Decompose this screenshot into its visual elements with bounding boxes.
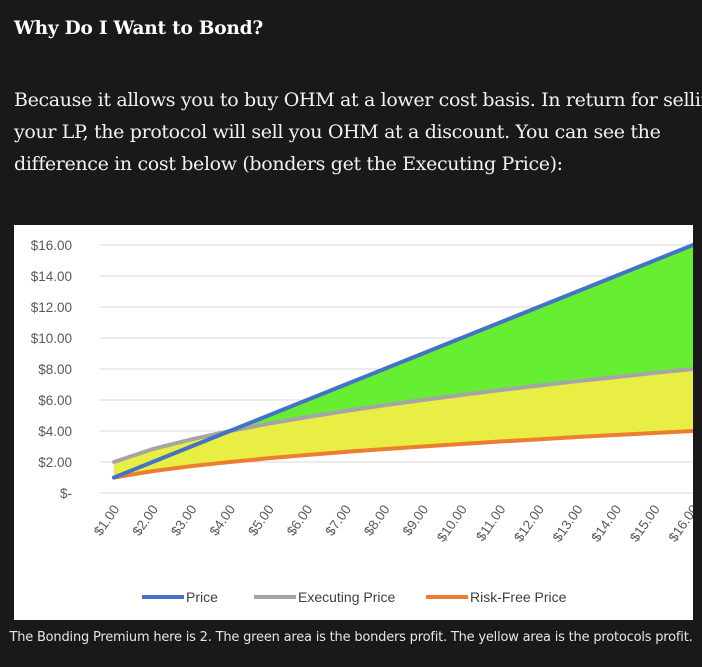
y-tick-label: $14.00 bbox=[31, 269, 72, 284]
y-tick-label: $4.00 bbox=[38, 424, 72, 439]
paragraph-line: difference in cost below (bonders get th… bbox=[14, 153, 563, 175]
legend-label: Risk-Free Price bbox=[470, 589, 567, 605]
x-tick-label: $1.00 bbox=[91, 502, 123, 538]
y-axis-ticks: $- $2.00 $4.00 $6.00 $8.00 $10.00 $12.00 $14.00… bbox=[31, 238, 72, 501]
x-tick-label: $10.00 bbox=[434, 502, 470, 544]
x-tick-label: $15.00 bbox=[627, 502, 663, 544]
x-tick-label: $5.00 bbox=[245, 502, 277, 538]
x-tick-label: $2.00 bbox=[129, 502, 161, 538]
figure-caption: The Bonding Premium here is 2. The green… bbox=[9, 630, 693, 645]
legend-label: Executing Price bbox=[298, 589, 395, 605]
y-tick-label: $2.00 bbox=[38, 455, 72, 470]
series-line bbox=[112, 367, 695, 464]
y-tick-label: $10.00 bbox=[31, 331, 72, 346]
x-tick-label: $6.00 bbox=[284, 502, 316, 538]
x-tick-label: $11.00 bbox=[473, 502, 508, 544]
y-tick-label: $- bbox=[60, 486, 72, 501]
y-tick-label: $6.00 bbox=[38, 393, 72, 408]
x-tick-label: $7.00 bbox=[322, 502, 354, 538]
x-axis-ticks: $1.00 $2.00 $3.00 $4.00 $5.00 $6.00 $7.00 $8.00… bbox=[91, 502, 702, 544]
paragraph-line: your LP, the protocol will sell you OHM … bbox=[14, 121, 661, 143]
x-tick-label: $8.00 bbox=[361, 502, 393, 538]
x-tick-label: $9.00 bbox=[400, 502, 432, 538]
shaded-area bbox=[114, 369, 693, 478]
legend-label: Price bbox=[186, 589, 218, 605]
x-tick-label: $13.00 bbox=[550, 502, 586, 544]
x-tick-label: $12.00 bbox=[511, 502, 547, 544]
shaded-areas bbox=[114, 245, 693, 478]
chart-figure: $- $2.00 $4.00 $6.00 $8.00 $10.00 $12.00 $14.00… bbox=[14, 225, 702, 620]
body-paragraph: Because it allows you to buy OHM at a lo… bbox=[14, 84, 702, 180]
bonding-price-chart: $- $2.00 $4.00 $6.00 $8.00 $10.00 $12.00 $14.00… bbox=[31, 238, 702, 605]
chart-legend: Price Executing Price Risk-Free Price bbox=[142, 589, 567, 605]
x-tick-label: $16.00 bbox=[665, 502, 693, 544]
y-tick-label: $8.00 bbox=[38, 362, 72, 377]
x-tick-label: $14.00 bbox=[588, 502, 624, 544]
series-lines bbox=[112, 243, 695, 480]
x-tick-label: $4.00 bbox=[207, 502, 239, 538]
x-tick-label: $3.00 bbox=[168, 502, 200, 538]
section-heading: Why Do I Want to Bond? bbox=[14, 18, 264, 39]
series-line bbox=[112, 429, 695, 480]
shaded-area bbox=[114, 245, 693, 462]
series-line bbox=[112, 243, 695, 480]
y-tick-label: $16.00 bbox=[31, 238, 72, 253]
paragraph-line: Because it allows you to buy OHM at a lo… bbox=[14, 89, 702, 111]
y-tick-label: $12.00 bbox=[31, 300, 72, 315]
